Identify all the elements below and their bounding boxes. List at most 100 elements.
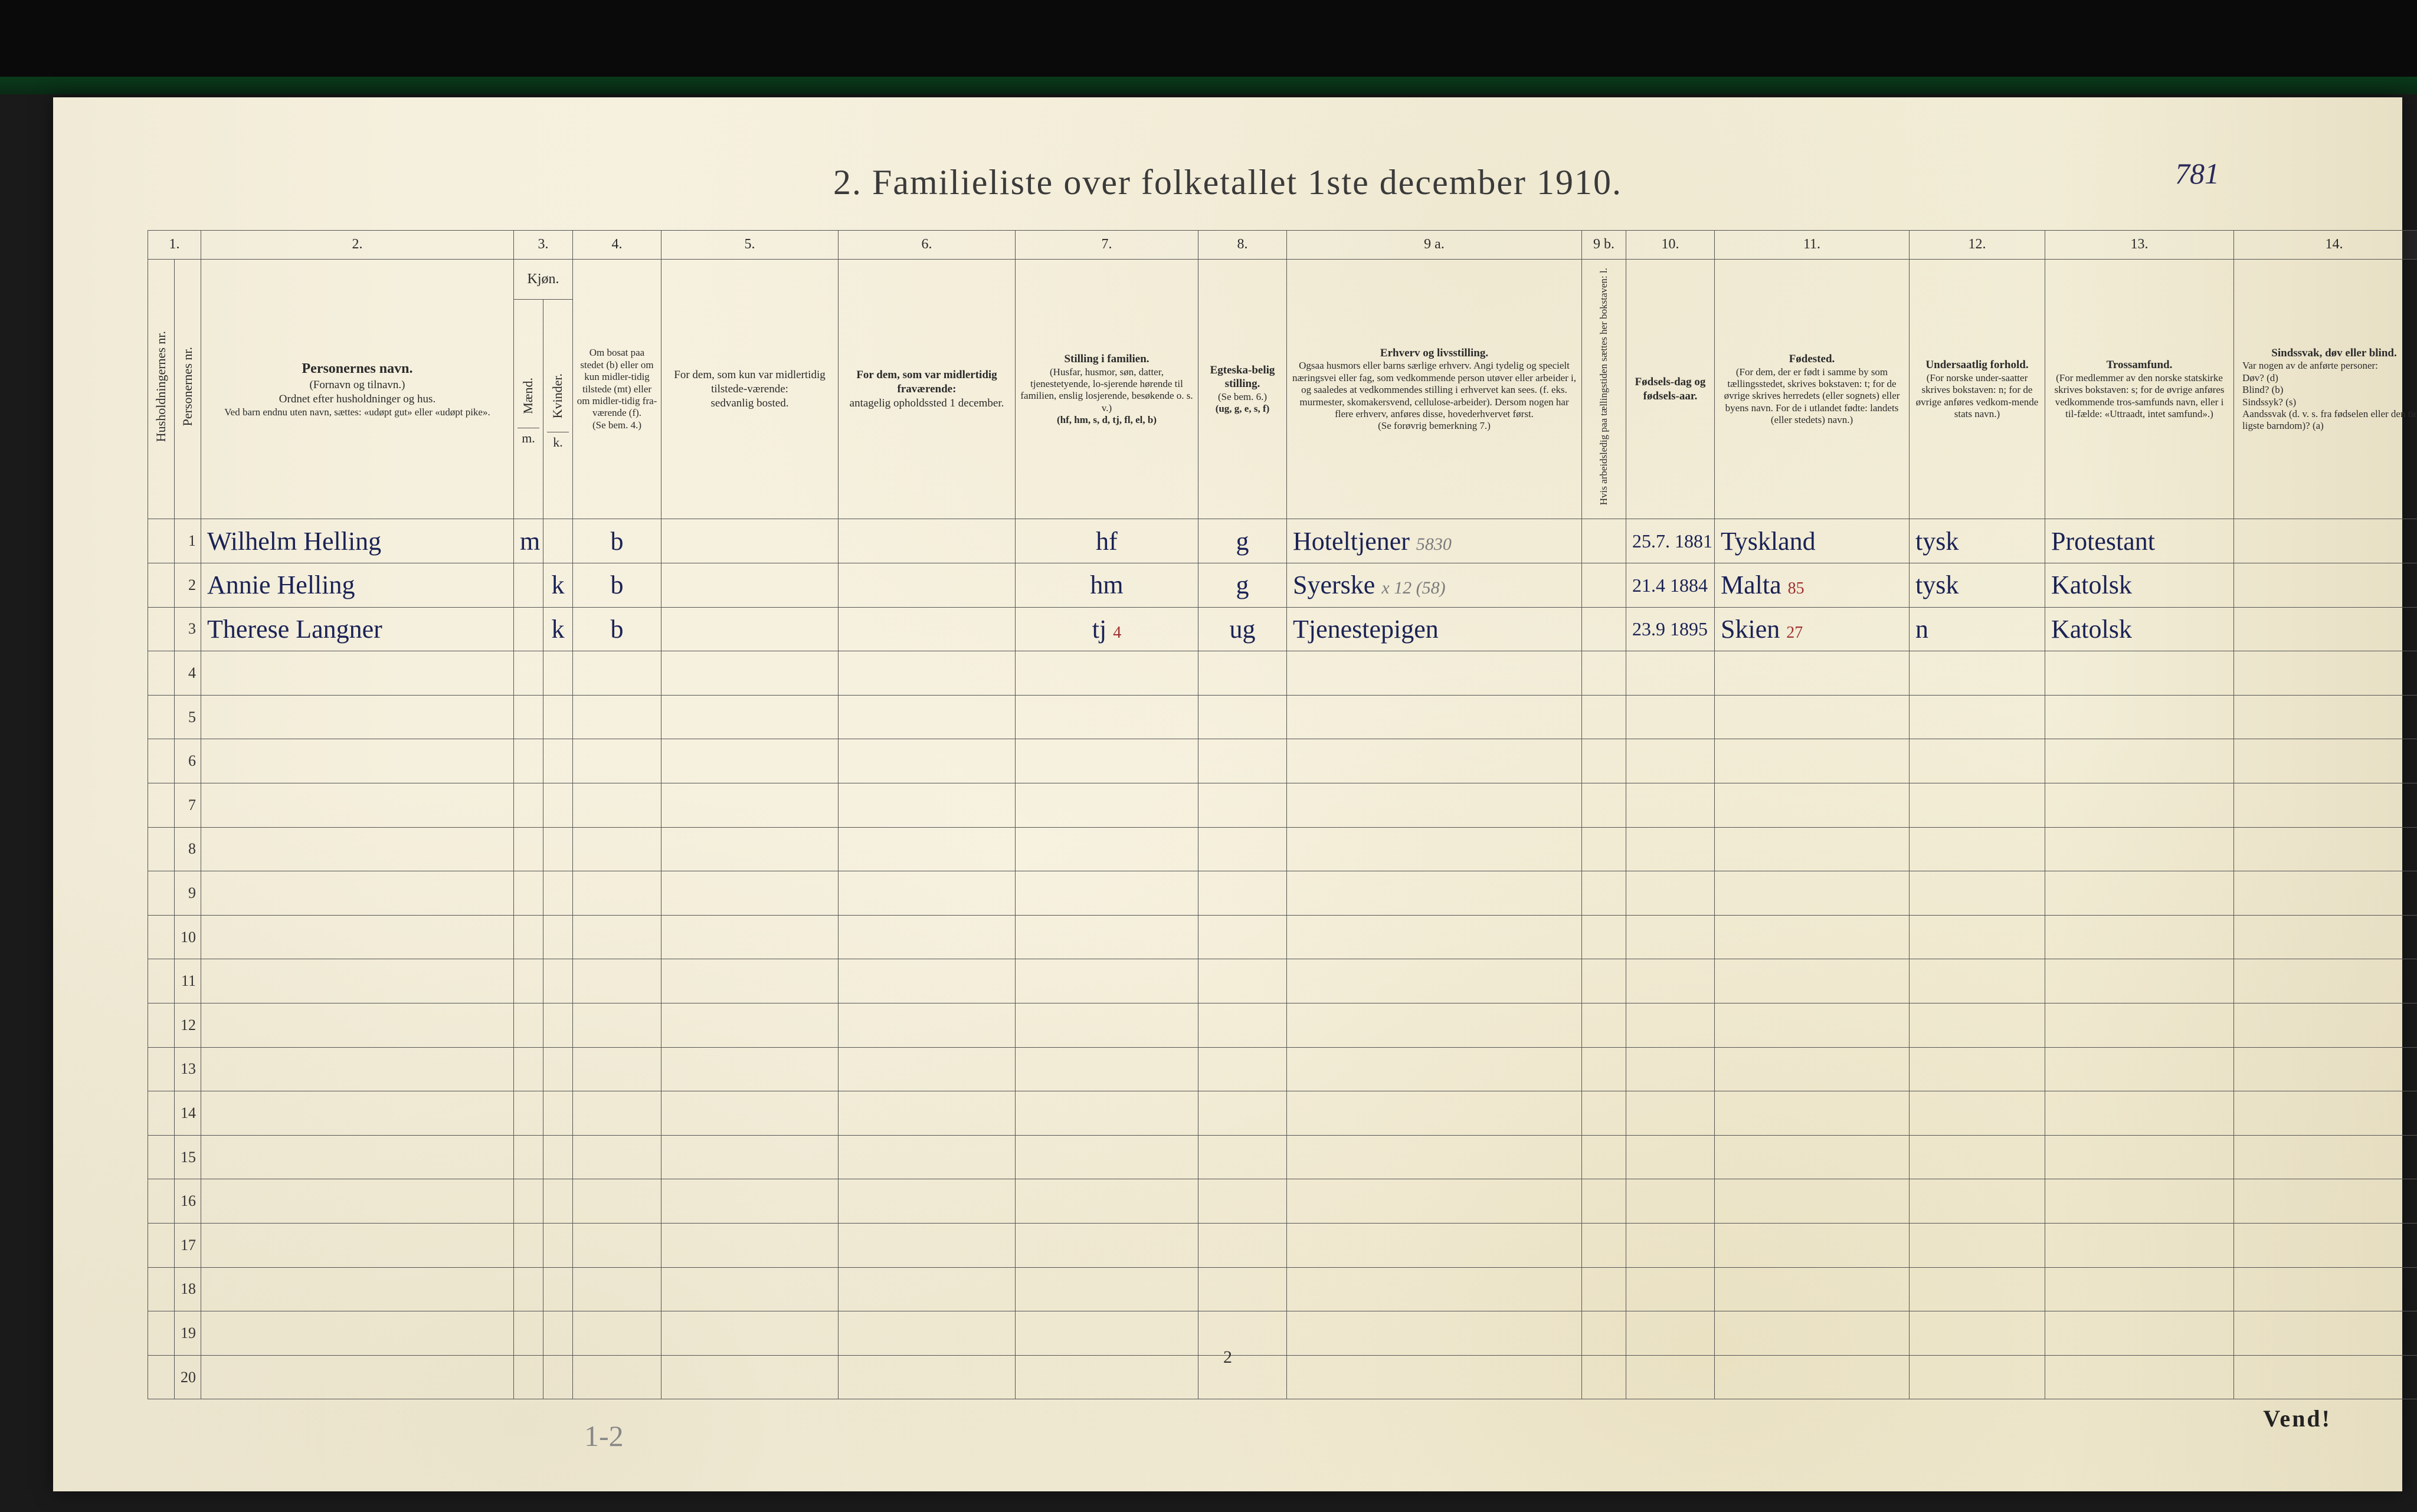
document-title: 2. Familieliste over folketallet 1ste de… [53, 162, 2402, 203]
empty-cell [1198, 915, 1287, 959]
header-sex-female-text: Kvinder. [549, 368, 566, 424]
empty-cell [543, 695, 573, 739]
header-sex-male-text: Mænd. [520, 372, 537, 420]
empty-row: 12 [148, 1003, 2417, 1048]
empty-cell [1626, 915, 1715, 959]
empty-cell [1582, 1135, 1626, 1179]
header-disability: Sindssvak, døv eller blind. Var nogen av… [2234, 260, 2417, 519]
empty-cell [1016, 783, 1198, 828]
cell-nationality: tysk [1910, 563, 2045, 608]
cell-occupation: Syerske x 12 (58) [1287, 563, 1582, 608]
colnum-7: 7. [1016, 231, 1198, 260]
empty-cell [1582, 651, 1626, 696]
empty-cell [1626, 1267, 1715, 1311]
empty-cell [1910, 651, 2045, 696]
empty-cell [573, 739, 661, 783]
cell-name: Wilhelm Helling [201, 519, 514, 563]
empty-cell [2045, 695, 2234, 739]
colnum-9b: 9 b. [1582, 231, 1626, 260]
empty-cell [1626, 1091, 1715, 1136]
empty-cell [1016, 651, 1198, 696]
empty-cell [201, 1179, 514, 1224]
empty-cell [1198, 827, 1287, 871]
empty-cell [1287, 1003, 1582, 1048]
empty-cell [1910, 739, 2045, 783]
empty-cell [1287, 1091, 1582, 1136]
empty-cell [514, 695, 543, 739]
empty-cell [573, 1003, 661, 1048]
empty-cell [2045, 827, 2234, 871]
empty-cell: 12 [175, 1003, 201, 1048]
empty-cell [2045, 783, 2234, 828]
empty-cell [1287, 915, 1582, 959]
empty-cell [839, 959, 1016, 1003]
empty-cell [543, 1267, 573, 1311]
empty-cell [839, 1135, 1016, 1179]
cell-residence: b [573, 607, 661, 651]
empty-cell [201, 739, 514, 783]
empty-cell [1715, 915, 1910, 959]
empty-cell [514, 1003, 543, 1048]
empty-cell [661, 1179, 839, 1224]
empty-row: 8 [148, 827, 2417, 871]
scanner-black-top [0, 0, 2417, 77]
empty-cell [1287, 959, 1582, 1003]
empty-cell [201, 1003, 514, 1048]
empty-cell [1016, 915, 1198, 959]
empty-cell [839, 827, 1016, 871]
column-header-row: Husholdningernes nr. Personernes nr. Per… [148, 260, 2417, 300]
empty-cell [1582, 1091, 1626, 1136]
empty-cell [1287, 1267, 1582, 1311]
header-occupation-title: Erhverv og livsstilling. [1291, 346, 1578, 360]
empty-cell [1287, 651, 1582, 696]
header-birthplace: Fødested. (For dem, der er født i samme … [1715, 260, 1910, 519]
empty-cell [1910, 1179, 2045, 1224]
empty-row: 18 [148, 1267, 2417, 1311]
census-table: 1. 2. 3. 4. 5. 6. 7. 8. 9 a. 9 b. 10. 11… [148, 230, 2417, 1399]
colnum-8: 8. [1198, 231, 1287, 260]
empty-cell [573, 783, 661, 828]
empty-cell [2045, 871, 2234, 916]
header-sex-male: Mænd. m. [514, 299, 543, 519]
empty-cell [148, 1179, 175, 1224]
empty-row: 17 [148, 1223, 2417, 1267]
empty-cell [148, 1267, 175, 1311]
header-household-nr-text: Husholdningernes nr. [153, 325, 170, 448]
empty-cell [1626, 1003, 1715, 1048]
colnum-3: 3. [514, 231, 573, 260]
empty-cell [543, 1091, 573, 1136]
data-row: 2Annie HellingkbhmgSyerske x 12 (58)21.4… [148, 563, 2417, 608]
header-birthdate: Fødsels-dag og fødsels-aar. [1626, 260, 1715, 519]
empty-cell [1016, 1179, 1198, 1224]
empty-cell [1016, 1091, 1198, 1136]
document-paper: 2. Familieliste over folketallet 1ste de… [53, 97, 2402, 1491]
empty-cell [543, 783, 573, 828]
empty-cell [2045, 1267, 2234, 1311]
cell-disability [2234, 607, 2417, 651]
empty-cell [201, 1135, 514, 1179]
empty-cell [1626, 783, 1715, 828]
empty-cell [201, 651, 514, 696]
cell-sex-k: k [543, 607, 573, 651]
empty-cell [2045, 915, 2234, 959]
empty-cell [2045, 1003, 2234, 1048]
header-household-nr: Husholdningernes nr. [148, 260, 175, 519]
empty-cell [1582, 739, 1626, 783]
empty-cell [148, 959, 175, 1003]
empty-cell [1626, 959, 1715, 1003]
cell-temp-present [661, 607, 839, 651]
empty-cell [839, 1091, 1016, 1136]
empty-cell [1715, 739, 1910, 783]
empty-cell [2234, 1003, 2417, 1048]
empty-cell [2045, 651, 2234, 696]
empty-cell: 5 [175, 695, 201, 739]
header-religion-title: Trossamfund. [2049, 358, 2230, 372]
empty-cell [201, 1267, 514, 1311]
empty-cell [1715, 827, 1910, 871]
empty-cell [1287, 1135, 1582, 1179]
colnum-10: 10. [1626, 231, 1715, 260]
header-residence-text: Om bosat paa stedet (b) eller om kun mid… [577, 347, 657, 419]
empty-cell [661, 695, 839, 739]
empty-cell [2045, 1135, 2234, 1179]
empty-cell [148, 651, 175, 696]
